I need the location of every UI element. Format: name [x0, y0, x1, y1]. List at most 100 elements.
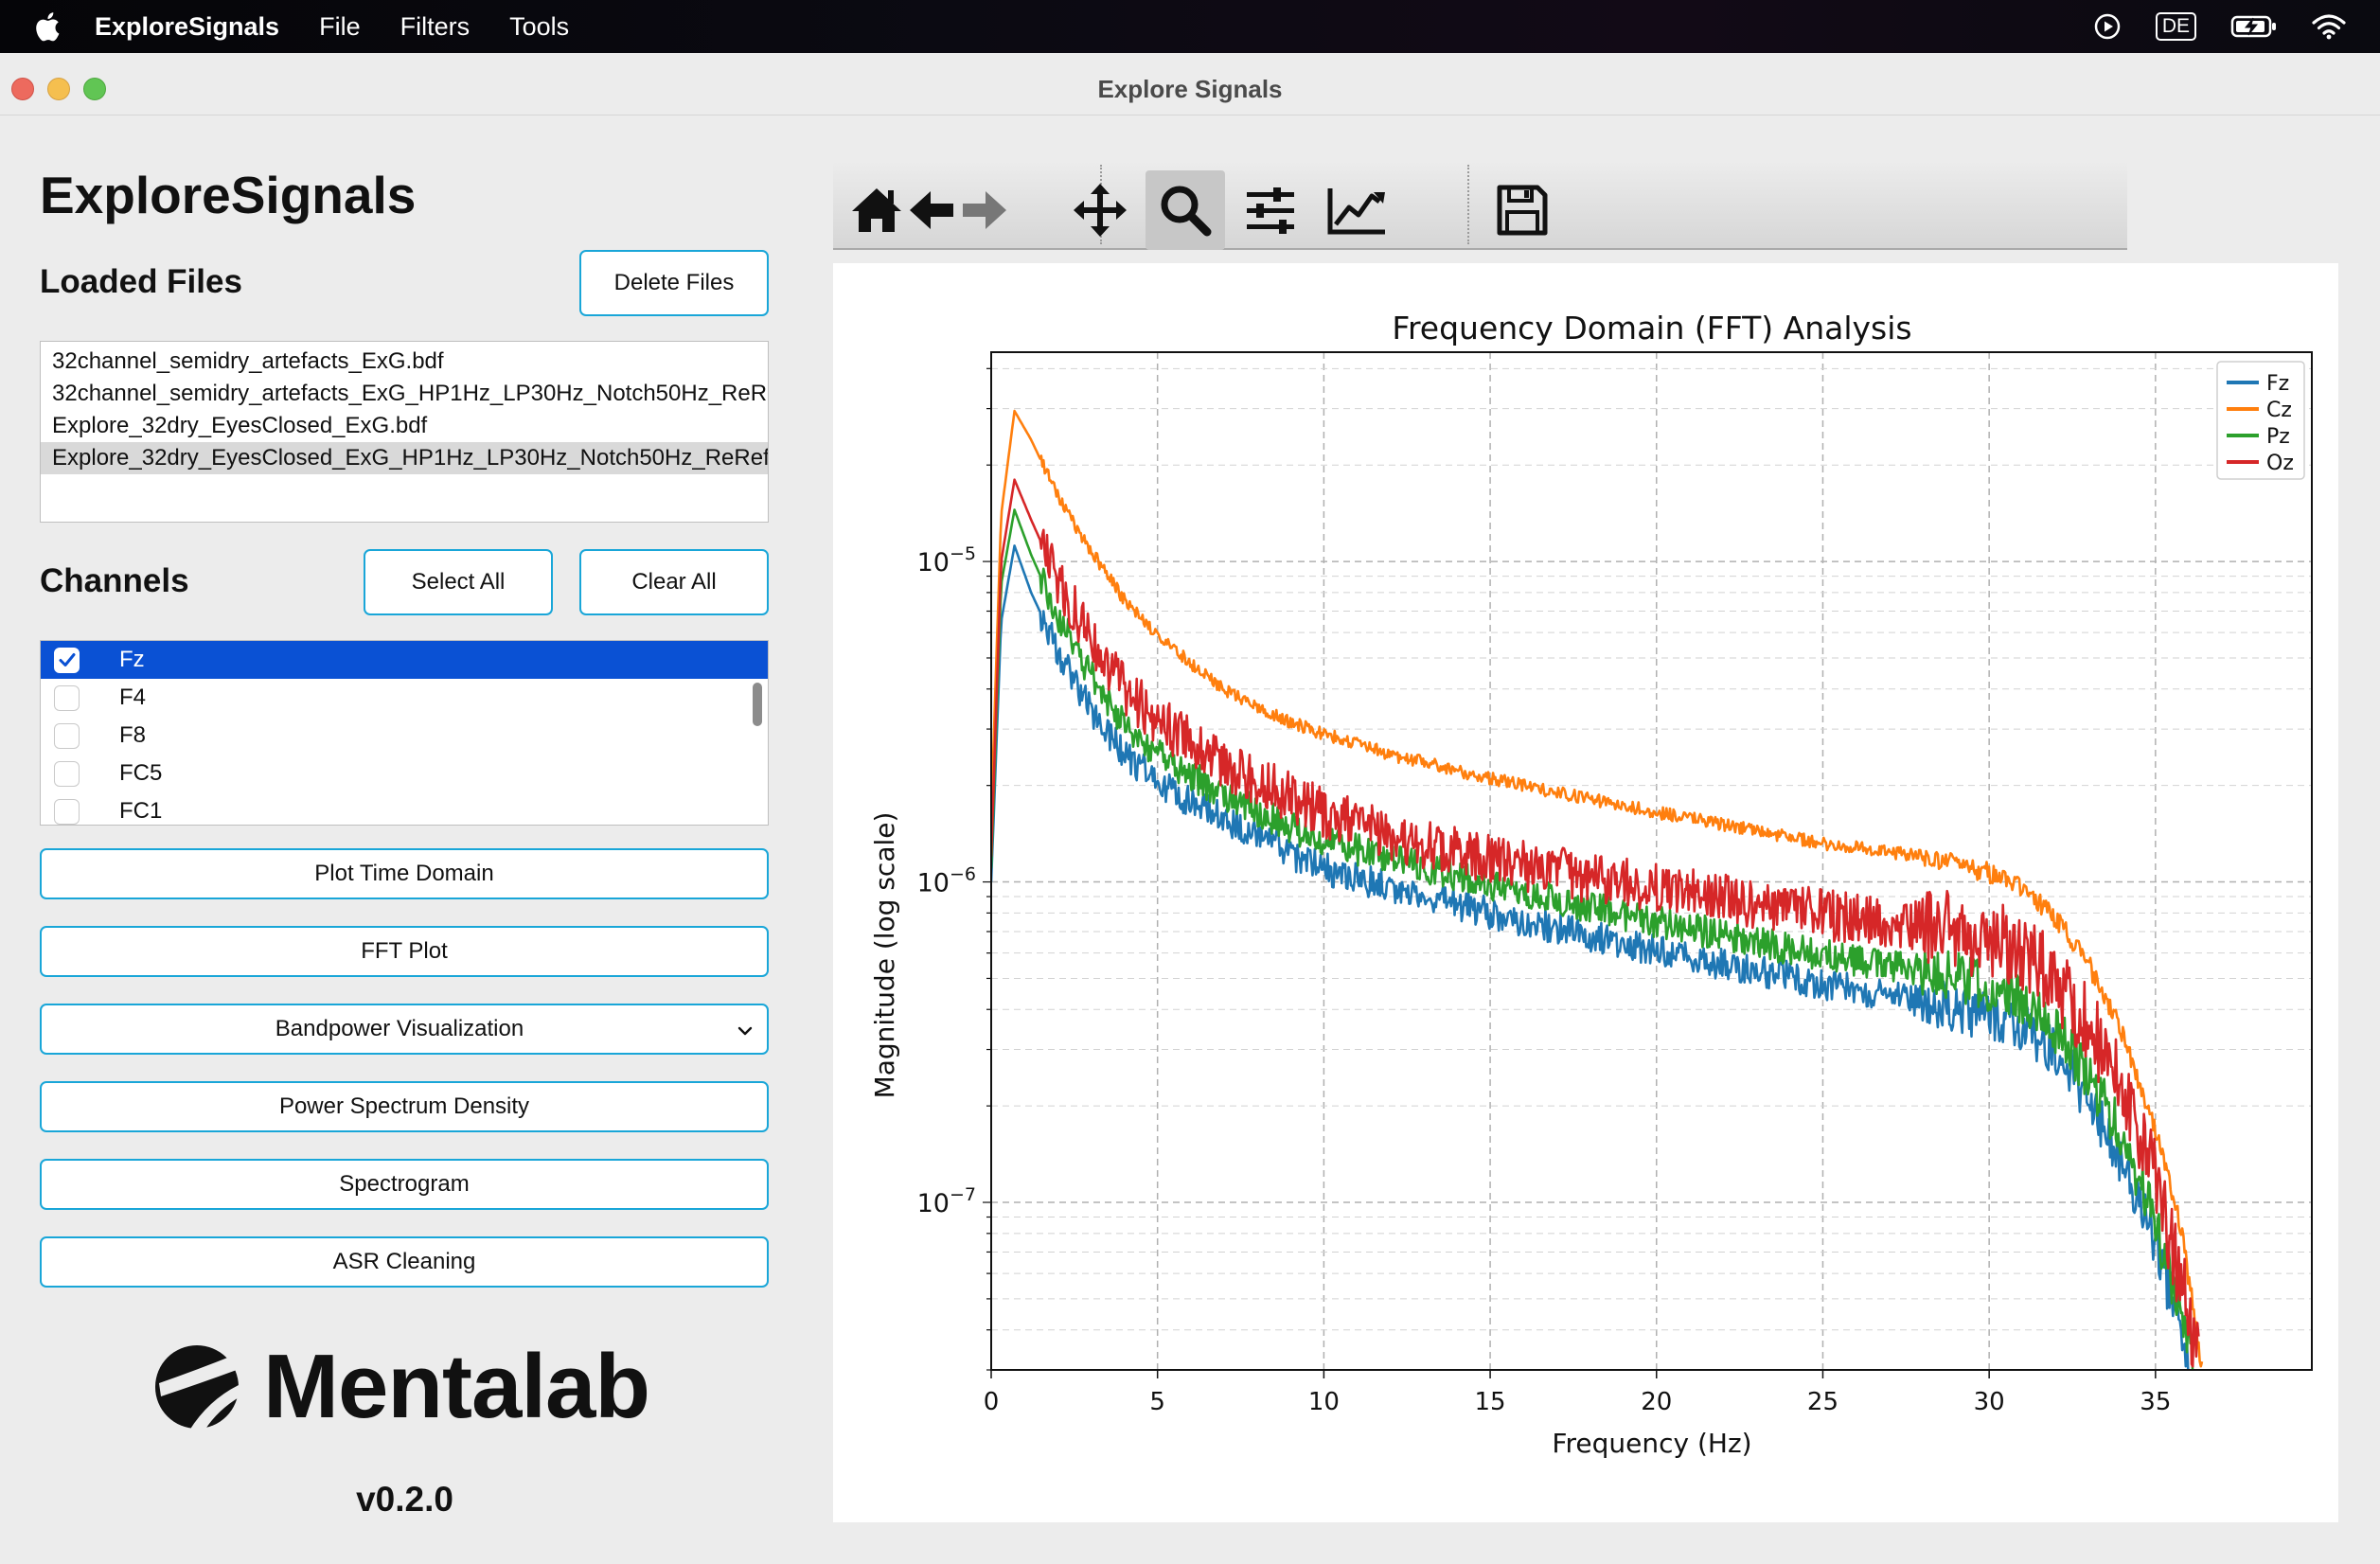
channels-heading: Channels: [40, 562, 189, 599]
bandpower-visualization-select[interactable]: Bandpower Visualization: [40, 1004, 769, 1055]
zoom-button[interactable]: [1146, 170, 1225, 250]
legend-label: Cz: [2266, 399, 2292, 422]
loaded-files-heading: Loaded Files: [40, 263, 242, 300]
version-label: v0.2.0: [356, 1480, 453, 1519]
back-arrow-icon: [910, 191, 953, 229]
legend-label: Oz: [2266, 452, 2294, 475]
channel-checkbox[interactable]: [54, 684, 80, 711]
legend-label: Fz: [2266, 372, 2289, 396]
save-icon: [1497, 185, 1548, 236]
select-all-button[interactable]: Select All: [364, 549, 553, 615]
series-line-cz: [991, 409, 2204, 1368]
pan-icon: [1074, 184, 1127, 237]
window-title: Explore Signals: [1097, 75, 1283, 103]
x-tick-label: 5: [1149, 1388, 1165, 1416]
mentalab-logo-icon: [155, 1345, 240, 1431]
channel-item[interactable]: F8: [41, 717, 768, 755]
menu-tools[interactable]: Tools: [509, 11, 570, 41]
zoom-icon: [1161, 186, 1212, 237]
x-tick-label: 20: [1641, 1388, 1672, 1416]
x-tick-label: 15: [1475, 1388, 1506, 1416]
channel-checkbox[interactable]: [54, 760, 80, 787]
input-source-badge[interactable]: DE: [2155, 12, 2196, 41]
menu-file[interactable]: File: [319, 11, 361, 41]
channel-checkbox[interactable]: [54, 722, 80, 749]
asr-cleaning-button[interactable]: ASR Cleaning: [40, 1236, 769, 1288]
x-axis-label: Frequency (Hz): [1552, 1428, 1751, 1459]
plot-time-domain-button[interactable]: Plot Time Domain: [40, 848, 769, 899]
x-tick-label: 0: [984, 1388, 1000, 1416]
app-window: Explore Signals ExploreSignals Loaded Fi…: [0, 61, 2380, 1564]
power-spectrum-density-button[interactable]: Power Spectrum Density: [40, 1081, 769, 1132]
y-tick-label: 10−5: [917, 543, 976, 578]
channel-item[interactable]: FC1: [41, 792, 768, 825]
y-tick-label: 10−6: [917, 864, 976, 898]
spectrogram-button[interactable]: Spectrogram: [40, 1159, 769, 1210]
channel-checkbox[interactable]: [54, 798, 80, 825]
plot-frame: [990, 351, 2313, 1371]
channel-label: F4: [119, 684, 147, 710]
channels-list[interactable]: Fz F4 F8 FC5 FC1: [40, 640, 769, 826]
home-icon: [852, 188, 901, 232]
pan-button[interactable]: [1060, 170, 1140, 250]
forward-button[interactable]: [945, 170, 1024, 250]
close-window-button[interactable]: [11, 78, 34, 100]
series-line-oz: [991, 478, 2200, 1368]
file-item[interactable]: 32channel_semidry_artefacts_ExG_HP1Hz_LP…: [52, 381, 768, 406]
channel-label: FC5: [119, 760, 163, 786]
channel-item[interactable]: FC5: [41, 755, 768, 792]
menu-filters[interactable]: Filters: [400, 11, 471, 41]
edit-axis-icon: [1327, 188, 1385, 235]
menu-app-name[interactable]: ExploreSignals: [95, 11, 280, 41]
configure-subplots-icon: [1247, 187, 1294, 234]
legend-label: Pz: [2266, 425, 2290, 449]
toolbar-separator: [1467, 165, 1469, 244]
fft-chart: Frequency Domain (FFT) Analysis Frequenc…: [869, 310, 2313, 1459]
bandpower-select-label: Bandpower Visualization: [275, 1016, 524, 1041]
channel-label: F8: [119, 722, 147, 748]
channels-scrollbar[interactable]: [753, 683, 762, 726]
file-item[interactable]: 32channel_semidry_artefacts_ExG.bdf: [52, 348, 444, 374]
apple-menu-icon[interactable]: [32, 10, 61, 43]
x-tick-label: 30: [1974, 1388, 2005, 1416]
fft-plot-button[interactable]: FFT Plot: [40, 926, 769, 977]
battery-icon[interactable]: [2230, 14, 2278, 39]
x-tick-label: 10: [1308, 1388, 1340, 1416]
checkmark-icon: [59, 653, 75, 666]
channel-label: Fz: [119, 647, 145, 672]
save-button[interactable]: [1483, 170, 1562, 250]
home-button[interactable]: [837, 170, 916, 250]
configure-subplots-button[interactable]: [1231, 170, 1310, 250]
series-line-fz: [991, 544, 2190, 1370]
file-item-selected[interactable]: Explore_32dry_EyesClosed_ExG_HP1Hz_LP30H…: [41, 442, 768, 474]
plot-toolbar: [833, 161, 2127, 250]
mentalab-logo: Mentalab: [151, 1335, 650, 1439]
loaded-files-list[interactable]: 32channel_semidry_artefacts_ExG.bdf 32ch…: [40, 341, 769, 523]
window-titlebar: Explore Signals: [0, 61, 2380, 116]
app-title: ExploreSignals: [40, 166, 417, 224]
legend-box: [2216, 361, 2305, 480]
forward-arrow-icon: [963, 191, 1006, 229]
channel-checkbox[interactable]: [54, 647, 80, 673]
minimize-window-button[interactable]: [47, 78, 70, 100]
channel-label: FC1: [119, 798, 163, 824]
chevron-down-icon: [737, 1026, 753, 1036]
wifi-icon[interactable]: [2312, 13, 2346, 40]
file-item[interactable]: Explore_32dry_EyesClosed_ExG.bdf: [52, 413, 428, 438]
edit-axis-button[interactable]: [1318, 170, 1397, 250]
channel-item[interactable]: F4: [41, 679, 768, 717]
clear-all-button[interactable]: Clear All: [579, 549, 769, 615]
x-tick-label: 25: [1807, 1388, 1838, 1416]
series-line-pz: [991, 508, 2196, 1370]
now-playing-icon[interactable]: [2093, 12, 2122, 41]
y-tick-label: 10−7: [917, 1184, 976, 1218]
y-axis-label: Magnitude (log scale): [869, 812, 900, 1099]
zoom-window-button[interactable]: [83, 78, 106, 100]
chart-title: Frequency Domain (FFT) Analysis: [1392, 310, 1911, 347]
x-tick-label: 35: [2140, 1388, 2171, 1416]
delete-files-button[interactable]: Delete Files: [579, 250, 769, 316]
menu-bar: ExploreSignals File Filters Tools DE: [0, 0, 2380, 53]
back-button[interactable]: [892, 170, 971, 250]
channel-item[interactable]: Fz: [41, 641, 768, 679]
fft-plot-canvas[interactable]: Frequency Domain (FFT) Analysis Frequenc…: [833, 263, 2338, 1522]
